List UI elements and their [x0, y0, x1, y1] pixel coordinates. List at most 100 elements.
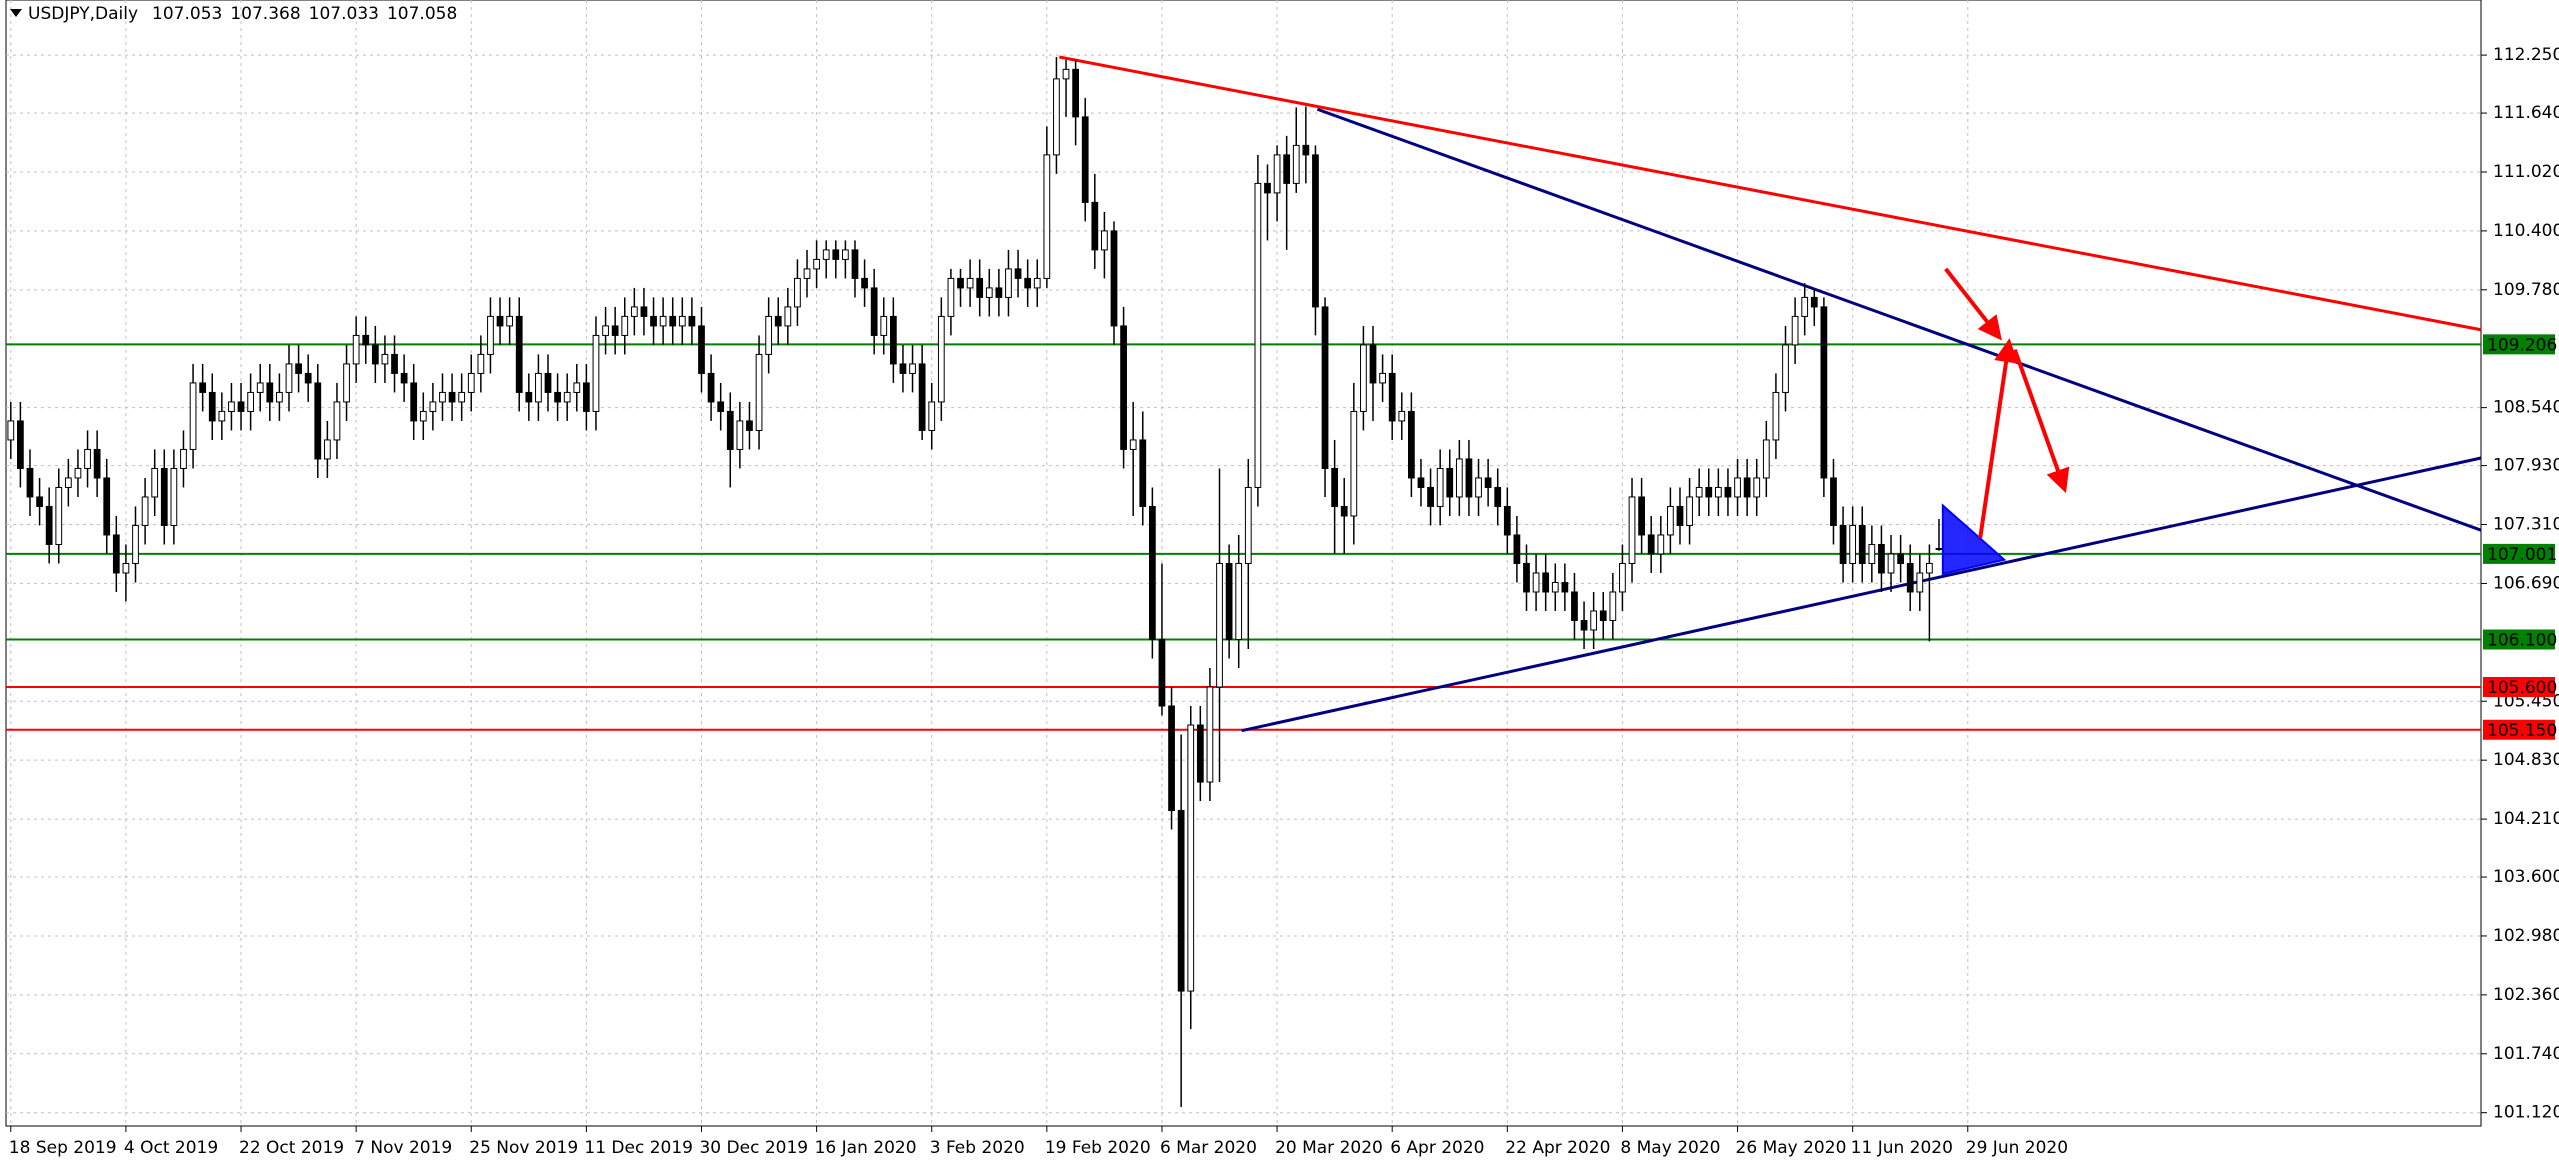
- candle-body: [726, 410, 734, 450]
- candle-body: [861, 277, 868, 289]
- candle-body: [1887, 553, 1895, 574]
- candle-body: [717, 401, 725, 412]
- candle-body: [755, 353, 763, 431]
- x-tick-label: 16 Jan 2020: [815, 1138, 917, 1158]
- candle-body: [736, 420, 744, 450]
- price-level-label: 105.600: [2487, 678, 2557, 698]
- candle-body: [1724, 486, 1732, 498]
- candle-body: [1187, 724, 1195, 992]
- x-tick-label: 20 Mar 2020: [1275, 1138, 1383, 1158]
- candle-body: [1427, 486, 1434, 507]
- x-tick-label: 26 May 2020: [1736, 1138, 1847, 1158]
- candle-body: [544, 372, 552, 393]
- candle-body: [707, 372, 715, 403]
- candle-body: [1523, 562, 1530, 593]
- y-tick-label: 104.210: [2493, 809, 2559, 829]
- candle-body: [842, 249, 849, 260]
- candle-body: [1619, 562, 1626, 593]
- candle-body: [1148, 505, 1156, 640]
- candle-body: [1024, 277, 1032, 289]
- candle-body: [746, 420, 753, 431]
- candle-body: [1446, 467, 1454, 498]
- arrow: [1978, 338, 2018, 539]
- candle-body: [1628, 496, 1636, 564]
- candle-body: [1484, 477, 1492, 488]
- candle-body: [1101, 230, 1108, 251]
- candle-body: [889, 315, 897, 365]
- candle-body: [74, 467, 82, 479]
- candle-body: [1244, 486, 1252, 564]
- candle-body: [362, 334, 370, 346]
- x-tick-label: 22 Apr 2020: [1505, 1138, 1610, 1158]
- candle-body: [765, 315, 773, 355]
- triangle-object: [1941, 503, 2007, 576]
- candle-body: [1638, 496, 1645, 536]
- candle-body: [506, 315, 514, 327]
- candle-body: [247, 391, 255, 412]
- candle-body: [1139, 439, 1147, 507]
- candle-body: [899, 363, 907, 374]
- price-level-tag: [2483, 677, 2555, 698]
- candle-body: [1120, 325, 1127, 450]
- candle-body: [1417, 477, 1425, 488]
- candle-body: [1782, 344, 1789, 393]
- menu-icon[interactable]: [10, 9, 22, 17]
- candle-body: [439, 391, 446, 403]
- candle-body: [323, 439, 331, 460]
- candle-body: [112, 534, 120, 574]
- high-value: 107.368: [230, 4, 300, 24]
- candle-body: [698, 325, 705, 374]
- candle-body: [1926, 562, 1933, 574]
- candle-body: [1283, 154, 1291, 184]
- candle-body: [1465, 458, 1473, 498]
- chart-header: USDJPY,Daily 107.053 107.368 107.033 107.058: [28, 4, 457, 24]
- candle-body: [410, 382, 418, 422]
- low-value: 107.033: [309, 4, 379, 24]
- candle-body: [160, 467, 168, 526]
- candle-body: [870, 287, 878, 336]
- candle-body: [122, 562, 130, 574]
- candle-body: [794, 277, 801, 308]
- candle-body: [1475, 477, 1482, 498]
- candle-body: [909, 363, 916, 374]
- candle-body: [1743, 477, 1751, 498]
- y-tick-label: 101.120: [2493, 1103, 2559, 1123]
- candle-body: [1081, 116, 1089, 203]
- candle-body: [132, 524, 139, 564]
- candle-body: [1657, 534, 1665, 555]
- candle-body: [1753, 477, 1761, 498]
- candle-body: [1369, 344, 1377, 384]
- candle-body: [1830, 477, 1837, 526]
- candle-body: [1705, 486, 1713, 498]
- candle-body: [352, 334, 360, 365]
- candle-body: [640, 306, 648, 317]
- candle-body: [391, 353, 398, 374]
- candle-body: [1561, 581, 1569, 593]
- candle-body: [1935, 547, 1943, 550]
- candle-body: [1168, 705, 1175, 812]
- x-tick-label: 7 Nov 2019: [354, 1138, 452, 1158]
- candle-body: [93, 448, 101, 479]
- candle-body: [918, 363, 926, 431]
- candle-body: [1436, 467, 1444, 507]
- candle-body: [803, 268, 811, 279]
- candle-body: [525, 391, 533, 403]
- x-tick-label: 4 Oct 2019: [124, 1138, 218, 1158]
- candle-body: [1897, 553, 1904, 564]
- candle-body: [419, 410, 427, 422]
- candle-body: [1206, 686, 1214, 783]
- chart-title: USDJPY,Daily: [28, 4, 138, 24]
- candle-body: [1091, 201, 1099, 251]
- plot-frame: [5, 0, 2482, 1127]
- x-tick-label: 18 Sep 2019: [9, 1138, 117, 1158]
- candle-body: [602, 325, 609, 336]
- candle-body: [928, 401, 936, 431]
- candle-body: [1216, 562, 1223, 688]
- candle-body: [170, 467, 178, 526]
- candle-body: [535, 372, 542, 403]
- candle-body: [1129, 439, 1137, 450]
- candle-body: [304, 372, 312, 384]
- candle-body: [276, 391, 283, 403]
- candle-body: [1676, 505, 1684, 526]
